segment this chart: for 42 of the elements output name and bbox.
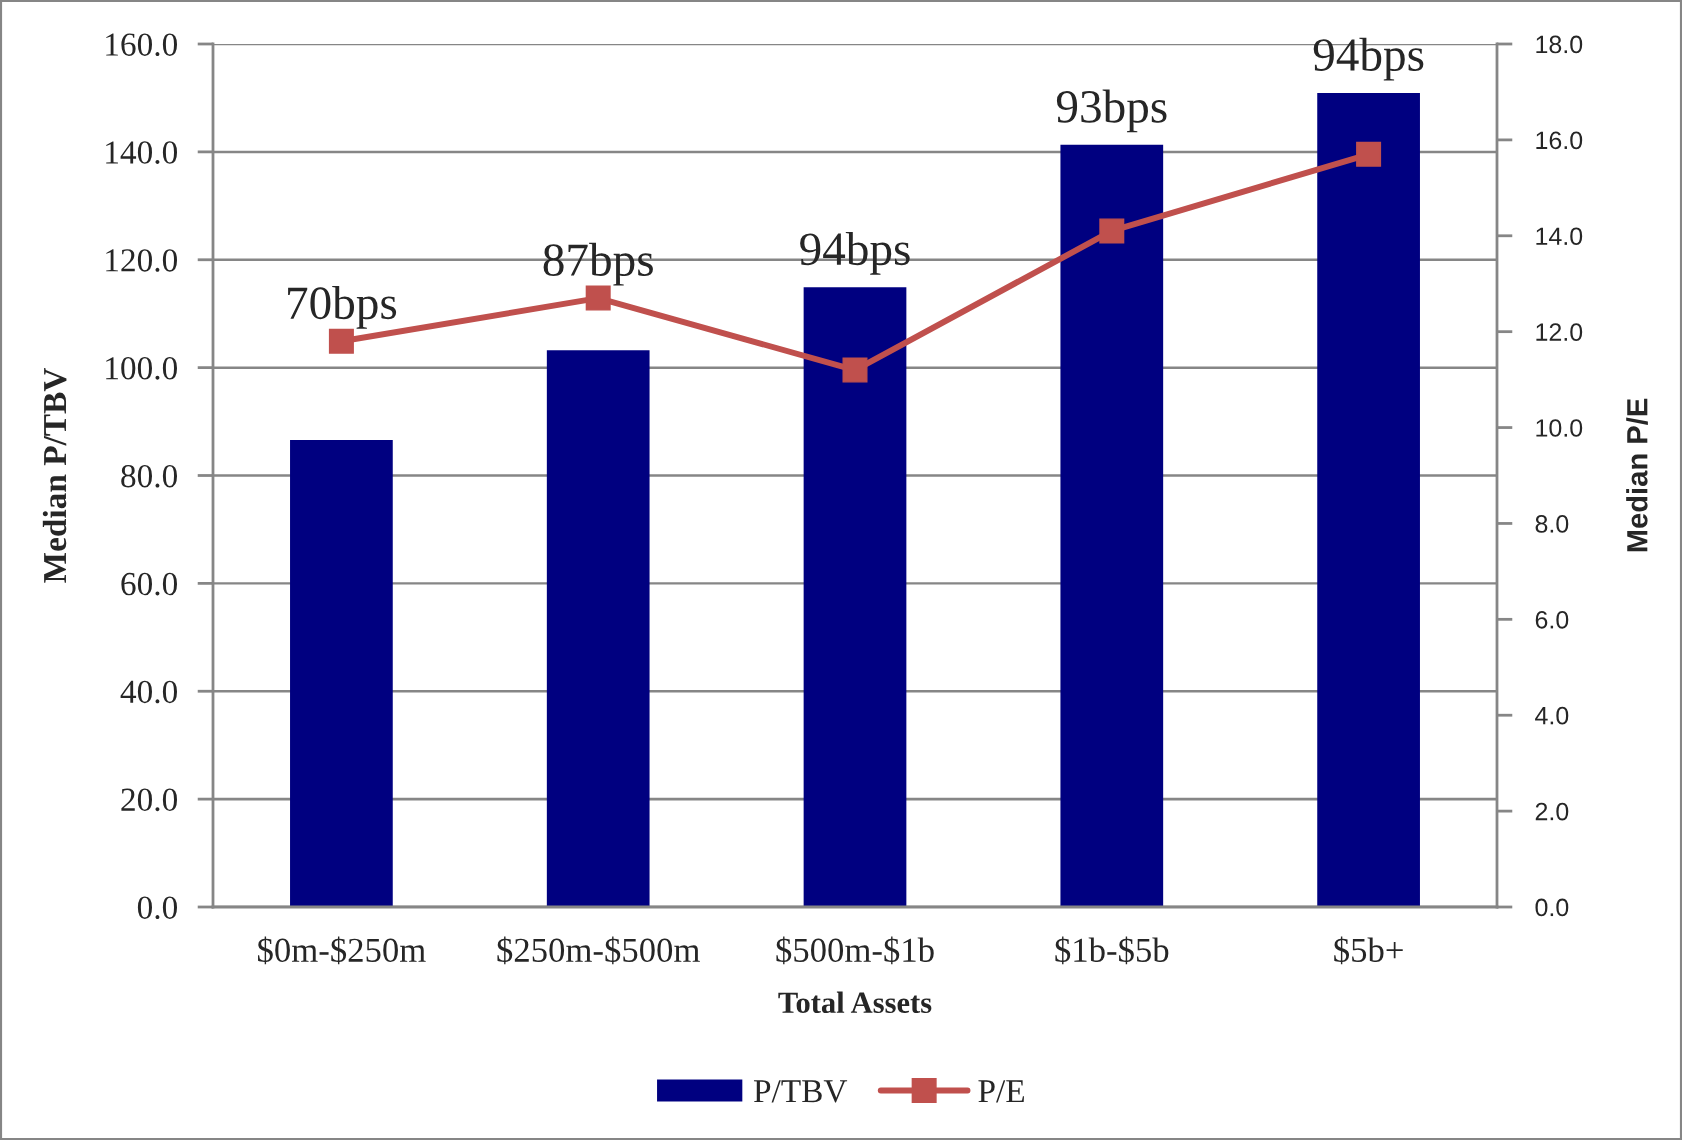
bar: [290, 439, 393, 907]
x-tick-label: $1b-$5b: [1055, 936, 1169, 965]
bar: [803, 287, 907, 907]
y2-tick-label: 16.0: [1536, 131, 1583, 150]
y-tick-label: 20.0: [121, 788, 178, 812]
annotation: 93bps: [1056, 89, 1167, 133]
legend-label: P/E: [978, 1080, 1024, 1103]
y-tick-label: 160.0: [106, 33, 178, 57]
y-tick-label: 80.0: [121, 464, 178, 488]
x-tick-label: $500m-$1b: [776, 936, 934, 965]
annotation: 94bps: [1313, 37, 1424, 81]
y-axis-title: Median P/TBV: [42, 368, 67, 583]
point: [328, 328, 354, 354]
x-tick-label: $0m-$250m: [258, 936, 426, 965]
bar: [546, 350, 650, 907]
y2-tick-label: 10.0: [1536, 419, 1583, 437]
y-tick-label: 60.0: [121, 572, 178, 596]
legend-label: P/TBV: [753, 1080, 848, 1103]
y-tick-label: 140.0: [106, 141, 178, 164]
bar: [1317, 93, 1420, 907]
y2-tick-label: 8.0: [1535, 515, 1569, 533]
annotation: 70bps: [288, 285, 397, 329]
point: [585, 285, 611, 311]
y-tick-label: 40.0: [120, 680, 178, 704]
y2-tick-label: 0.0: [1535, 898, 1569, 917]
bar: [1060, 144, 1164, 907]
y2-tick-label: 2.0: [1535, 802, 1569, 821]
x-tick-label: $250m-$500m: [497, 936, 700, 965]
y2-tick-label: 12.0: [1536, 323, 1583, 341]
point: [1356, 141, 1382, 167]
y-tick-label: 100.0: [106, 357, 178, 380]
y-tick-label: 0.0: [137, 896, 178, 920]
y2-tick-label: 4.0: [1535, 706, 1569, 725]
x-axis-title: Total Assets: [778, 991, 932, 1014]
y2-tick-label: 18.0: [1536, 35, 1583, 54]
x-tick-label: $5b+: [1334, 936, 1403, 965]
point: [842, 357, 868, 383]
y2-tick-label: 14.0: [1536, 227, 1583, 246]
y2-tick-label: 6.0: [1535, 610, 1569, 629]
y-tick-label: 120.0: [106, 249, 178, 272]
y2-axis-title: Median P/E: [1626, 398, 1648, 552]
point: [1099, 218, 1125, 244]
